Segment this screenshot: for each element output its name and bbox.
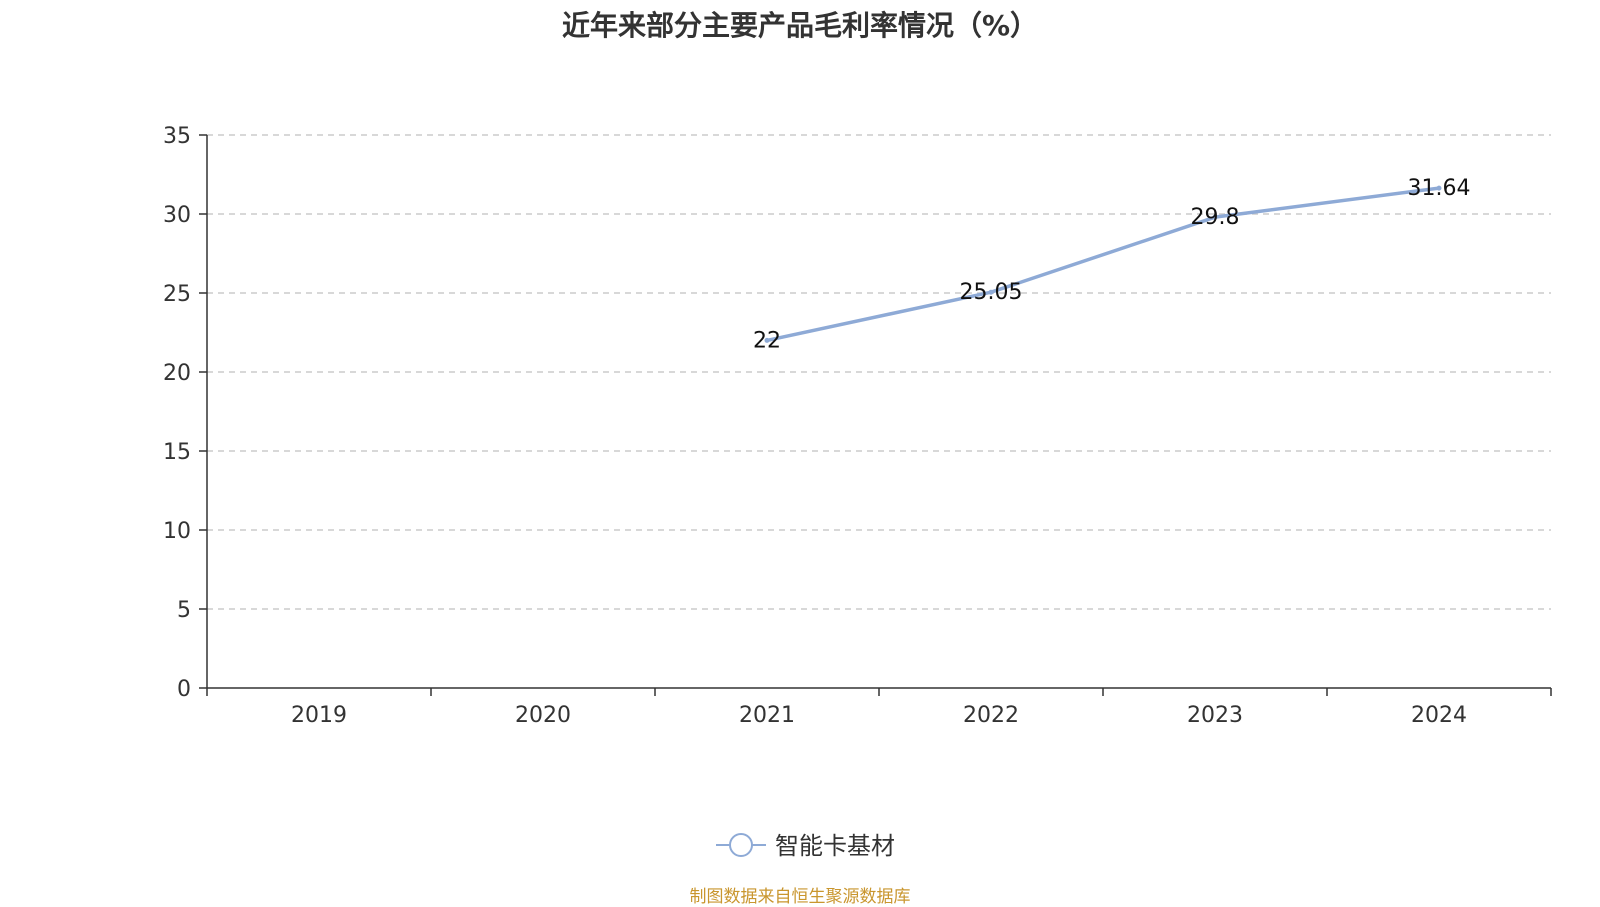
data-label: 29.8	[1191, 205, 1240, 230]
gridlines	[207, 134, 1551, 610]
x-tick-label: 2021	[739, 703, 795, 728]
y-tick-label: 30	[163, 203, 191, 228]
y-tick-label: 15	[163, 440, 191, 465]
data-labels: 22 25.05 29.8 31.64	[753, 176, 1470, 353]
data-point	[764, 337, 770, 343]
x-tick-label: 2019	[291, 703, 347, 728]
series-layer	[764, 185, 1442, 343]
data-point	[988, 289, 994, 295]
source-note: 制图数据来自恒生聚源数据库	[689, 887, 911, 907]
x-tick-label: 2023	[1187, 703, 1243, 728]
x-tick-label: 2024	[1411, 703, 1467, 728]
data-label: 25.05	[960, 280, 1023, 305]
y-tick-label: 25	[163, 282, 191, 307]
x-tick-label: 2022	[963, 703, 1019, 728]
legend[interactable]: 智能卡基材	[716, 832, 895, 860]
y-tick-label: 0	[177, 677, 191, 702]
data-label: 31.64	[1408, 176, 1471, 201]
data-point	[1436, 185, 1442, 191]
x-tick-label: 2020	[515, 703, 571, 728]
y-tick-label: 20	[163, 361, 191, 386]
chart-title: 近年来部分主要产品毛利率情况（%）	[561, 9, 1039, 42]
y-tick-label: 5	[177, 598, 191, 623]
y-tick-label: 35	[163, 124, 191, 149]
data-point	[1212, 214, 1218, 220]
series-line	[765, 186, 1441, 343]
legend-label: 智能卡基材	[775, 832, 895, 860]
data-label: 22	[753, 328, 781, 353]
y-tick-label: 10	[163, 519, 191, 544]
axes: 0 5 10 15 20 25 30 35 2019 2020 2021 2022 2023 2024	[163, 124, 1552, 728]
legend-marker	[729, 833, 753, 857]
